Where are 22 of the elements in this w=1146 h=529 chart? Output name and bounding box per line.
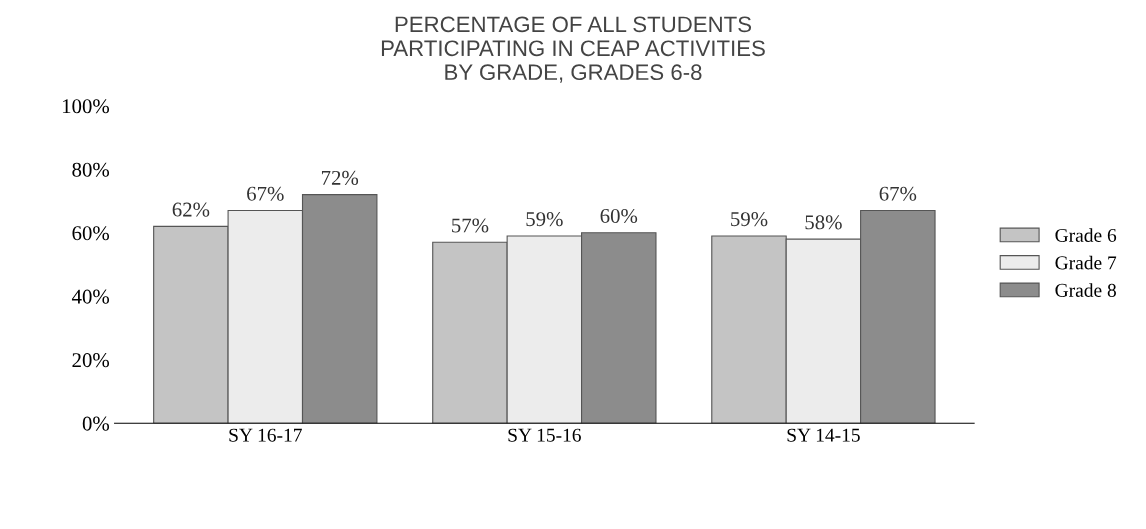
data-label: 58% bbox=[805, 215, 842, 230]
data-label: 67% bbox=[247, 186, 284, 201]
legend-label: Grade 8 bbox=[1055, 283, 1116, 297]
data-label: 62% bbox=[172, 202, 210, 217]
legend-label: Grade 7 bbox=[1055, 255, 1117, 270]
legend-label: Grade 6 bbox=[1055, 228, 1117, 242]
y-tick-label: 40% bbox=[71, 289, 110, 304]
chart-title: PERCENTAGE OF ALL STUDENTS PARTICIPATING IN CEAP ACTIVITIES BY GRADE, GRADES 6-8 bbox=[381, 16, 765, 83]
y-tick-label: 100% bbox=[62, 99, 110, 114]
data-label: 67% bbox=[879, 186, 917, 201]
x-tick-label: SY 14-15 bbox=[787, 428, 860, 442]
data-label: 72% bbox=[321, 170, 359, 185]
data-label: 59% bbox=[731, 212, 768, 227]
data-label: 59% bbox=[526, 212, 563, 227]
data-label: 60% bbox=[600, 208, 638, 224]
y-tick-label: 0% bbox=[82, 416, 110, 431]
data-label: 57% bbox=[452, 218, 489, 233]
y-tick-label: 80% bbox=[72, 162, 110, 177]
x-tick-label: SY 15-16 bbox=[508, 428, 581, 442]
y-tick-label: 20% bbox=[72, 353, 110, 368]
x-tick-label: SY 16-17 bbox=[229, 428, 302, 442]
y-tick-label: 60% bbox=[72, 226, 110, 241]
